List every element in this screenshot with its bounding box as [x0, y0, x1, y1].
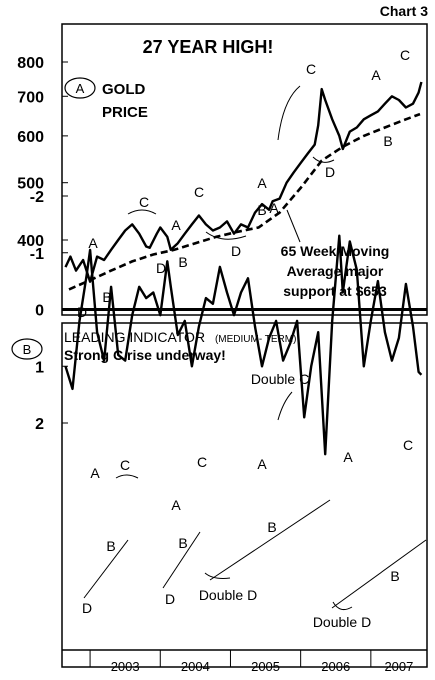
annotation-label: C [403, 437, 413, 453]
annotation-letter: A [257, 175, 267, 191]
annotation-letter: A [171, 217, 181, 233]
trend-line [209, 499, 331, 581]
y-tick-label: 0 [35, 303, 44, 320]
cycle-bracket [332, 601, 353, 611]
panel-b-badge [11, 338, 43, 360]
cycle-bracket [115, 474, 139, 479]
y-tick-label: -1 [30, 246, 44, 263]
x-tick-label: 2005 [251, 659, 280, 674]
annotation-letter: B [102, 289, 111, 305]
trend-line [83, 539, 129, 599]
annotation-letter: D [325, 164, 335, 180]
x-tick-label: 2006 [321, 659, 350, 674]
panel-a-series [64, 81, 423, 291]
annotation-label: Double D [199, 587, 257, 603]
gold-price-label-line2: PRICE [102, 104, 148, 121]
annotation-letter: B [257, 202, 266, 218]
panel-a-frame [61, 23, 428, 316]
annotation-label: B [178, 535, 187, 551]
annotation-label: B [390, 568, 399, 584]
annotation-letter: A [269, 200, 279, 216]
panel-b-title-main: LEADING INDICATOR [64, 329, 205, 345]
annotation-letter: A [371, 67, 381, 83]
annotation-label: D [165, 591, 175, 607]
annotation-letter: B [178, 254, 187, 270]
annotation-label: C [197, 454, 207, 470]
cycle-bracket [204, 572, 231, 579]
annotation-label: C [120, 457, 130, 473]
y-tick-label: 500 [17, 176, 44, 193]
moving-average-note-line1: 65 Week Moving [281, 243, 390, 259]
annotation-label: Double D [313, 614, 371, 630]
annotation-label: B [106, 538, 115, 554]
moving-average-line [68, 112, 421, 291]
panel-b-subtitle: (MEDIUM- TERM) [215, 334, 296, 345]
cycle-bracket [127, 209, 157, 215]
panel-b-frame [61, 322, 428, 668]
leading-indicator-line [64, 234, 423, 456]
gold-price-line [64, 81, 423, 283]
annotation-letter: C [306, 61, 316, 77]
annotation-letter: C [139, 194, 149, 210]
panel-a-title: 27 YEAR HIGH! [143, 37, 274, 57]
panel-b-annotations: A B C D A B C D A B C Double C Double D A B Double D [82, 371, 427, 630]
trend-line [331, 539, 427, 609]
cycle-bracket [205, 231, 247, 240]
annotation-letter: B [383, 133, 392, 149]
x-tick-label: 2003 [111, 659, 140, 674]
y-tick-label: 800 [17, 55, 44, 72]
annotation-label: A [343, 449, 353, 465]
panel-b-yaxis: -2 -1 0 1 2 [30, 189, 427, 433]
gold-price-label-line1: GOLD [102, 81, 145, 98]
trend-line [162, 531, 201, 589]
annotation-letter: D [231, 243, 241, 259]
panel-b-xaxis: 2003 2004 2005 2006 2007 [62, 649, 427, 674]
y-tick-label: 2 [35, 416, 44, 433]
annotation-letter: D [156, 260, 166, 276]
x-tick-label: 2007 [384, 659, 413, 674]
panel-a-badge [64, 77, 96, 99]
cycle-bracket [312, 156, 335, 163]
y-tick-label: 600 [17, 129, 44, 146]
annotation-label: B [267, 519, 276, 535]
annotation-label: A [257, 456, 267, 472]
cycle-bracket [277, 85, 301, 141]
annotation-letter: A [88, 235, 98, 251]
annotation-label: A [90, 465, 100, 481]
annotation-label: A [171, 497, 181, 513]
annotation-letter: C [194, 184, 204, 200]
x-tick-label: 2004 [181, 659, 210, 674]
y-tick-label: -2 [30, 189, 44, 206]
annotation-label: D [82, 600, 92, 616]
panel-b-tagline: Strong C rise underway! [64, 347, 226, 363]
y-tick-label: 1 [35, 359, 44, 376]
cycle-bracket [277, 391, 293, 421]
note-pointer [286, 209, 301, 243]
panel-b-badge-letter: B [23, 342, 32, 357]
panel-a-badge-letter: A [76, 81, 85, 96]
chart-label: Chart 3 [380, 3, 428, 19]
y-tick-label: 400 [17, 233, 44, 250]
annotation-letter: C [400, 47, 410, 63]
panel-a-yaxis: 400 500 600 700 800 [17, 55, 68, 250]
panel-b-series [64, 234, 423, 456]
annotation-label: Double C [251, 371, 309, 387]
y-tick-label: 700 [17, 89, 44, 106]
